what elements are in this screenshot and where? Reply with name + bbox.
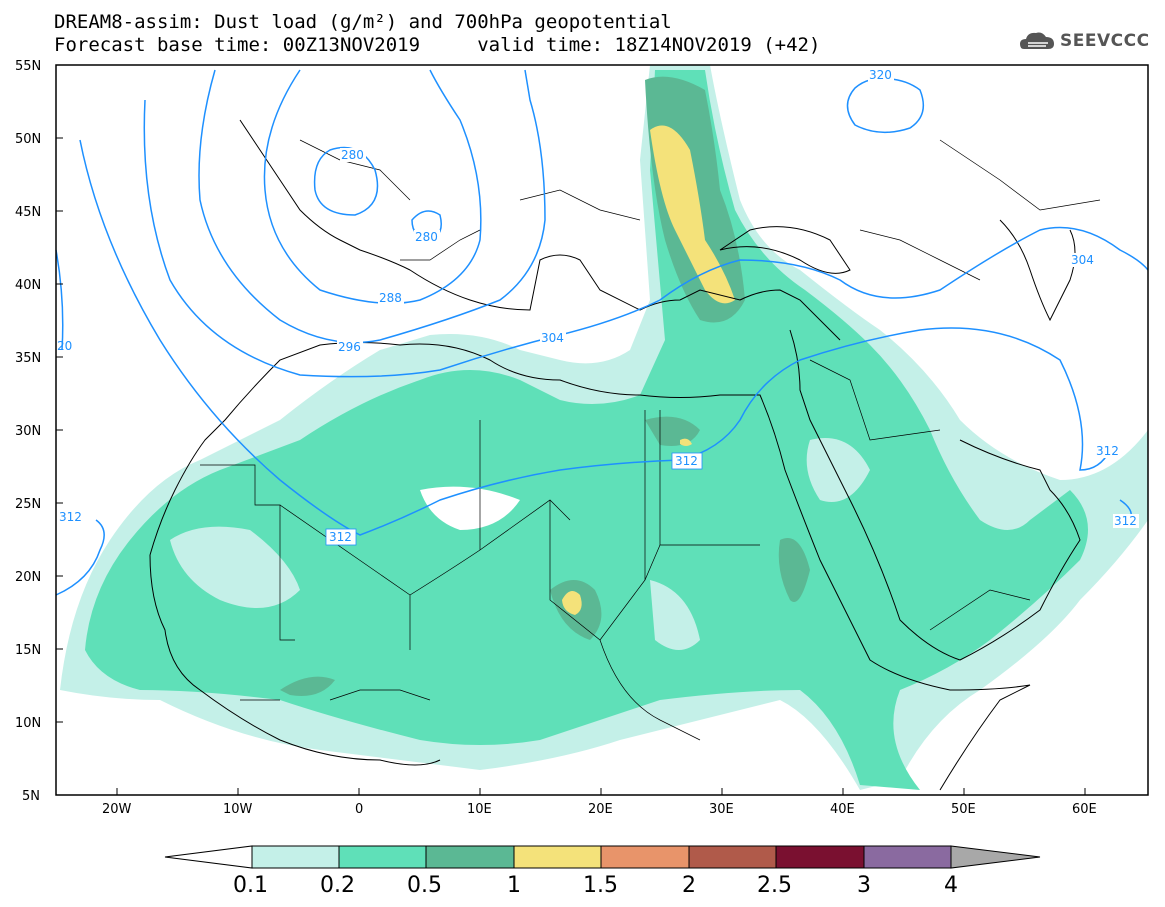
contour-288 — [263, 69, 482, 305]
lat-tick-label: 40N — [15, 278, 41, 293]
colorbar-label: 2 — [682, 873, 696, 898]
contour-label: 320 — [869, 68, 892, 82]
dust-band-0-5-egypt — [645, 416, 700, 446]
coastlines — [149, 119, 1081, 791]
colorbar-bin — [425, 845, 515, 869]
political-borders — [200, 139, 1101, 741]
colorbar-bin — [513, 845, 602, 869]
lon-tick-label: 30E — [709, 802, 734, 817]
contour-label: 288 — [379, 291, 402, 305]
dust-shading — [60, 65, 1148, 790]
lat-tick-label: 50N — [15, 132, 41, 147]
colorbar-label: 2.5 — [757, 873, 792, 898]
lon-axis: 20W 10W 0 10E 20E 30E 40E 50E 60E — [102, 788, 1097, 817]
coastline-africa — [149, 342, 1031, 791]
dust-hole-west-sahara — [170, 526, 300, 608]
contour-label: 304 — [541, 331, 564, 345]
dust-band-1-libya — [680, 438, 692, 446]
dust-band-0-2 — [85, 70, 1088, 790]
lat-tick-label: 25N — [15, 497, 41, 512]
colorbar-label: 3 — [857, 873, 871, 898]
contour-304 — [143, 99, 1149, 378]
colorbar-label: 0.1 — [233, 873, 268, 898]
contour-label: 304 — [1071, 253, 1094, 267]
colorbar-label: 4 — [944, 873, 958, 898]
colorbar-bin — [688, 845, 777, 869]
dust-band-1-chad — [562, 591, 582, 615]
colorbar — [164, 845, 1041, 869]
colorbar-bin — [251, 845, 340, 869]
contour-label: 280 — [415, 230, 438, 244]
coastline-arabia — [789, 329, 1081, 661]
coastline-black-sea — [719, 226, 851, 274]
colorbar-label: 0.2 — [320, 873, 355, 898]
contour-labels: 280 280 288 296 304 304 312 312 312 312 … — [57, 68, 1139, 546]
lat-tick-label: 10N — [15, 716, 41, 731]
contour-label: 312 — [59, 510, 82, 524]
contour-296 — [198, 69, 546, 344]
lon-tick-label: 10E — [467, 802, 492, 817]
colorbar-bin — [775, 845, 865, 869]
contour-320 — [846, 78, 925, 134]
colorbar-bin — [600, 845, 690, 869]
coastline-europe — [239, 119, 841, 341]
dust-hole-arabia — [806, 438, 870, 502]
lat-tick-label: 55N — [15, 59, 41, 74]
contour-label: 280 — [341, 148, 364, 162]
colorbar-bin — [338, 845, 427, 869]
contour-label: 296 — [338, 340, 361, 354]
lat-tick-label: 45N — [15, 205, 41, 220]
colorbar-bin — [863, 845, 952, 869]
logo-text: SEEVCCC — [1060, 31, 1150, 51]
dust-hole-sudan — [650, 580, 700, 650]
contour-label: 20 — [57, 339, 72, 353]
cloud-logo-icon — [1020, 32, 1054, 49]
contour-label: 312 — [675, 454, 698, 468]
contour-20-edge — [55, 249, 64, 351]
lat-axis: 55N 50N 45N 40N 35N 30N 25N 20N 15N 10N … — [15, 59, 63, 804]
lat-tick-label: 15N — [15, 643, 41, 658]
colorbar-labels: 0.1 0.2 0.5 1 1.5 2 2.5 3 4 — [233, 873, 958, 898]
contour-label: 312 — [1096, 444, 1119, 458]
colorbar-label: 0.5 — [407, 873, 442, 898]
colorbar-under-arrow — [164, 845, 253, 869]
contour-label: 312 — [1114, 514, 1137, 528]
lon-tick-label: 10W — [223, 802, 253, 817]
lon-tick-label: 20E — [588, 802, 613, 817]
map-title: DREAM8-assim: Dust load (g/m²) and 700hP… — [54, 11, 672, 33]
lat-tick-label: 20N — [15, 570, 41, 585]
lat-tick-label: 5N — [22, 789, 40, 804]
dust-band-0-5-mali — [280, 676, 335, 696]
lat-tick-label: 30N — [15, 424, 41, 439]
dust-band-1-balkans — [650, 125, 735, 304]
lon-tick-label: 60E — [1072, 802, 1097, 817]
lat-tick-label: 35N — [15, 351, 41, 366]
forecast-time-subtitle: Forecast base time: 00Z13NOV2019 valid t… — [54, 34, 821, 56]
contour-label: 312 — [329, 530, 352, 544]
colorbar-label: 1.5 — [583, 873, 618, 898]
lon-tick-label: 40E — [830, 802, 855, 817]
lon-tick-label: 0 — [355, 802, 363, 817]
dust-hole-central — [420, 486, 520, 530]
lon-tick-label: 20W — [102, 802, 132, 817]
colorbar-label: 1 — [507, 873, 521, 898]
colorbar-over-arrow — [950, 845, 1041, 869]
lon-tick-label: 50E — [951, 802, 976, 817]
dust-band-0-5-redsea — [778, 538, 810, 602]
